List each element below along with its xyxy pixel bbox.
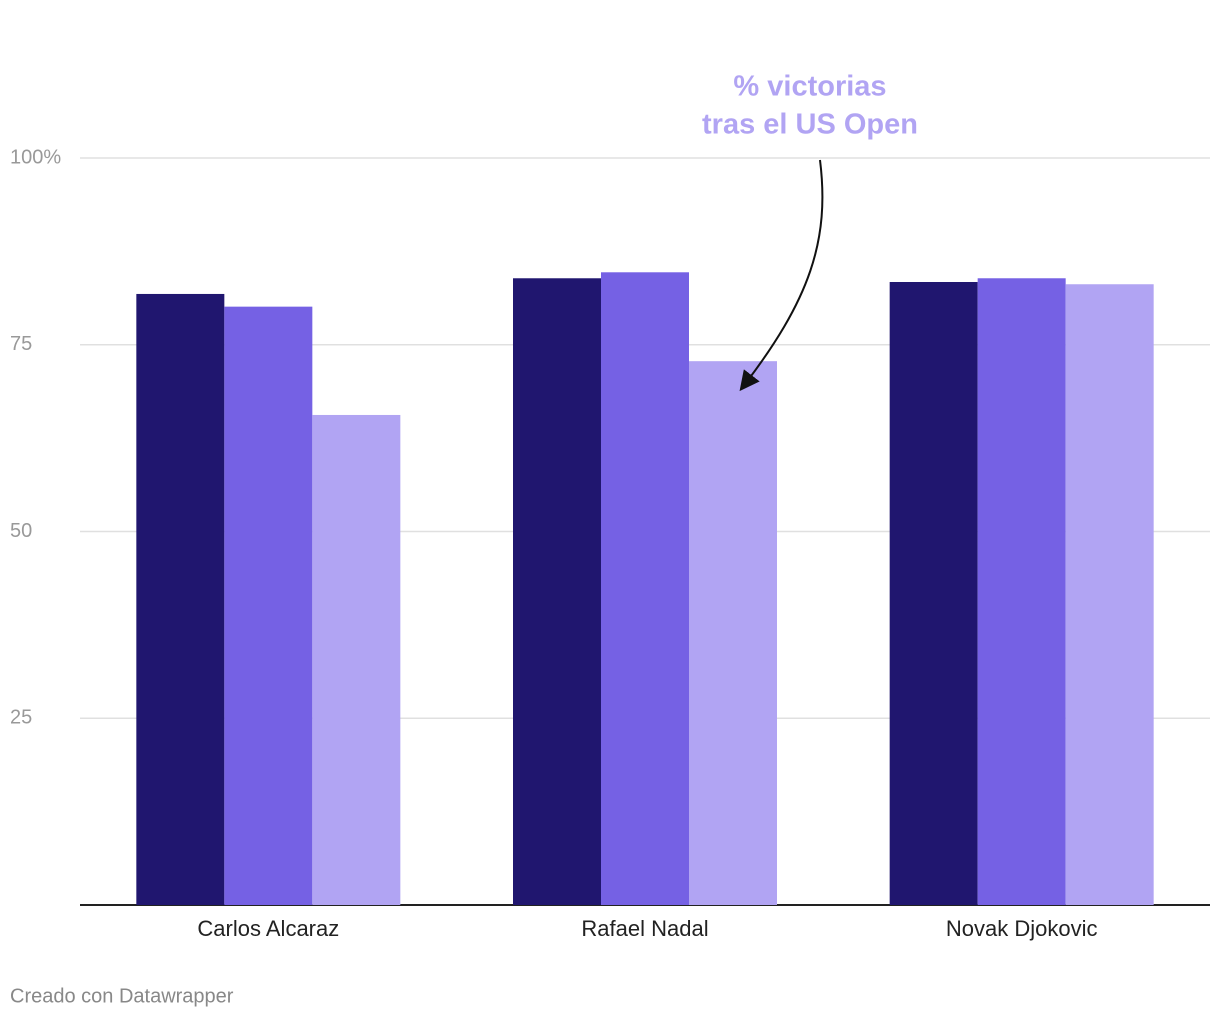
y-tick-label: 75 xyxy=(10,333,32,355)
annotation-arrow xyxy=(739,159,824,392)
bar xyxy=(513,278,601,906)
bar xyxy=(889,282,978,905)
bar xyxy=(312,414,401,905)
bar xyxy=(224,306,313,905)
bar xyxy=(136,293,225,906)
y-tick-label: 100% xyxy=(10,146,61,168)
bar xyxy=(977,278,1066,906)
x-tick-label: Novak Djokovic xyxy=(946,916,1098,941)
bar xyxy=(601,272,689,905)
x-tick-label: Carlos Alcaraz xyxy=(197,916,339,941)
bar xyxy=(1065,284,1154,905)
x-tick-label: Rafael Nadal xyxy=(581,916,708,941)
y-tick-label: 25 xyxy=(10,707,32,729)
annotation-line: tras el US Open xyxy=(702,109,918,141)
annotation-line: % victorias xyxy=(733,71,886,103)
bar xyxy=(689,361,777,906)
footer: Creado con Datawrapper xyxy=(10,985,234,1007)
y-tick-label: 50 xyxy=(10,520,32,542)
bars xyxy=(136,272,1154,906)
